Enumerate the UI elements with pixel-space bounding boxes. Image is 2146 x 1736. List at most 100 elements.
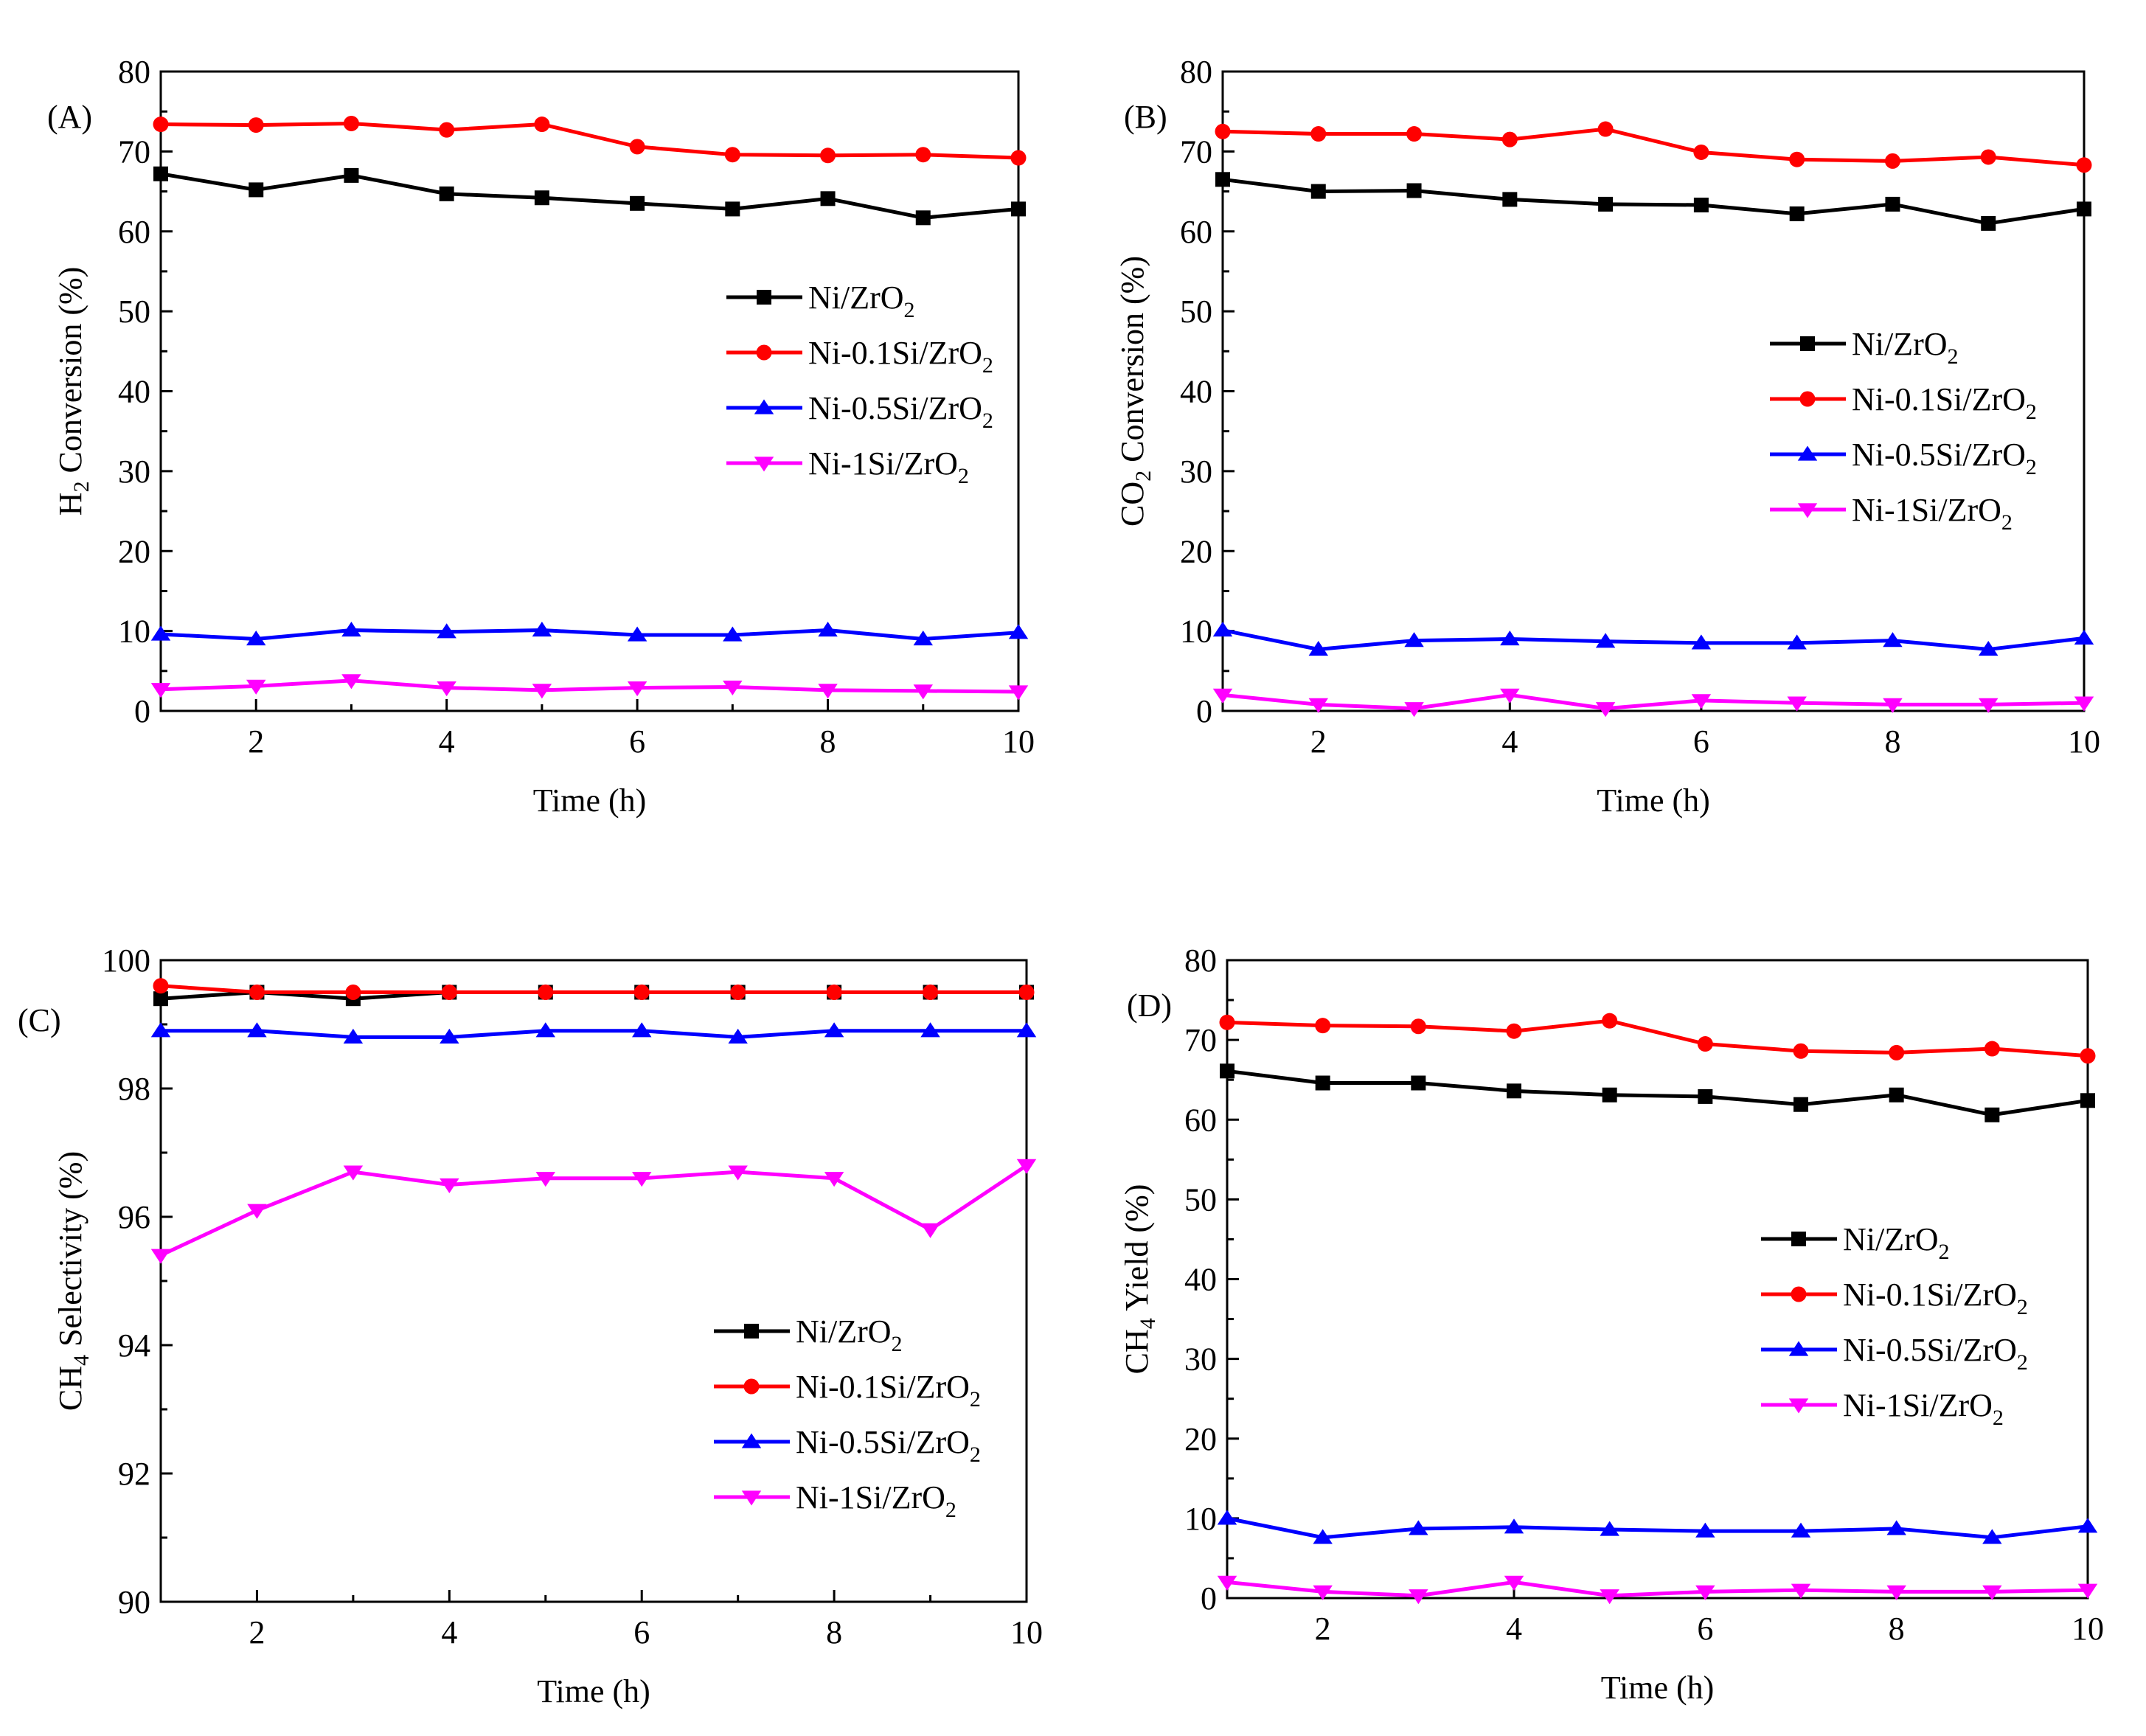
data-point (1698, 1089, 1713, 1104)
y-tick-label: 96 (118, 1199, 150, 1235)
data-point (1313, 1585, 1333, 1600)
panel-label: (A) (47, 99, 92, 135)
data-point (341, 622, 361, 637)
x-tick-label: 8 (1889, 1611, 1905, 1647)
legend-entry: Ni-0.5Si/ZrO2 (1852, 437, 2037, 479)
series-circle (1215, 121, 2092, 173)
legend-entry-main: Ni-1Si/ZrO (1852, 492, 2001, 528)
data-point (1220, 1063, 1235, 1079)
data-point (730, 985, 746, 1000)
legend-swatch-marker (1791, 1286, 1807, 1302)
series-line (1222, 628, 2085, 652)
data-point (1980, 149, 1996, 165)
legend-swatch-marker (1788, 1341, 1809, 1356)
legend-entry: Ni-0.1Si/ZrO2 (1843, 1277, 2028, 1319)
x-tick-label: 2 (249, 1614, 265, 1650)
legend-entry: Ni/ZrO2 (808, 280, 915, 322)
y-tick-label: 50 (1180, 294, 1212, 330)
legend-swatch-marker (754, 456, 774, 472)
data-point (1410, 1018, 1426, 1035)
legend-swatch-marker (741, 1433, 762, 1448)
y-axis-title-subscript: 2 (1131, 471, 1156, 482)
data-point (1598, 196, 1614, 212)
legend-entry: Ni-0.1Si/ZrO2 (1852, 381, 2037, 424)
data-point (627, 626, 647, 642)
x-tick-label: 6 (633, 1614, 650, 1650)
data-point (1885, 196, 1900, 212)
legend-entry-main: Ni/ZrO (1843, 1221, 1939, 1257)
legend-swatch-marker (754, 399, 774, 414)
data-point (2080, 1048, 2096, 1064)
data-point (627, 681, 647, 697)
legend-entry-main: Ni-0.1Si/ZrO (808, 335, 982, 371)
legend-entry-subscript: 2 (982, 353, 993, 378)
y-axis-title-rest: Conversion (%) (1114, 256, 1150, 471)
y-tick-label: 40 (1180, 374, 1212, 410)
series-square (153, 166, 1026, 226)
legend-swatch-marker (1791, 1232, 1806, 1246)
legend-entry-main: Ni-1Si/ZrO (796, 1479, 945, 1515)
legend-entry-main: Ni-0.1Si/ZrO (1852, 381, 2026, 417)
data-point (247, 1022, 267, 1038)
data-point (1404, 632, 1424, 647)
data-point (818, 684, 838, 699)
legend-entry: Ni-0.1Si/ZrO2 (808, 335, 993, 378)
legend-entry-main: Ni-0.1Si/ZrO (796, 1369, 970, 1405)
data-point (1982, 1585, 2002, 1600)
legend-swatch-marker (1797, 445, 1818, 461)
data-point (248, 117, 264, 133)
series-line (160, 678, 1019, 694)
data-point (1889, 1044, 1905, 1060)
legend-entry-subscript: 2 (892, 1332, 903, 1356)
data-point (824, 1022, 844, 1038)
data-point (344, 167, 359, 183)
series-line (159, 1164, 1028, 1257)
series-line (160, 121, 1019, 160)
data-point (1691, 634, 1712, 650)
y-axis-title: H2 Conversion (%) (52, 267, 94, 516)
data-point (1308, 698, 1329, 713)
legend-entry-main: Ni/ZrO (796, 1313, 892, 1350)
series-circle (153, 115, 1027, 166)
x-tick-label: 2 (1315, 1611, 1331, 1647)
data-point (725, 201, 740, 217)
data-point (1602, 1013, 1618, 1029)
data-point (246, 679, 266, 695)
data-point (439, 122, 455, 138)
y-tick-label: 40 (118, 374, 150, 410)
data-point (2077, 201, 2091, 217)
legend-swatch-marker (1800, 336, 1815, 351)
data-point (1315, 1018, 1331, 1034)
data-point (538, 985, 554, 1000)
legend-entry-main: Ni-0.5Si/ZrO (796, 1424, 970, 1460)
series-circle (153, 978, 1035, 1000)
data-point (532, 622, 552, 637)
data-point (1883, 632, 1903, 647)
legend-swatch-marker (757, 290, 771, 305)
data-point (1310, 184, 1326, 199)
y-axis-title-rest: Conversion (%) (52, 267, 88, 482)
legend-entry-main: Ni-0.5Si/ZrO (1843, 1332, 2017, 1368)
data-point (1016, 1022, 1037, 1038)
data-point (343, 1028, 364, 1044)
y-tick-label: 80 (1184, 942, 1217, 979)
legend-entry-main: Ni-1Si/ZrO (1843, 1387, 1993, 1423)
legend-swatch-marker (1797, 503, 1818, 518)
series-line (1222, 127, 2085, 167)
x-tick-label: 10 (2072, 1611, 2104, 1647)
data-point (1978, 641, 1999, 656)
y-tick-label: 60 (1184, 1102, 1217, 1138)
data-point (1406, 183, 1422, 198)
data-point (2074, 629, 2094, 645)
data-point (534, 190, 549, 206)
data-point (1789, 206, 1805, 221)
y-axis-title: CH4 Yield (%) (1119, 1184, 1160, 1375)
y-tick-label: 94 (118, 1327, 150, 1364)
legend-entry: Ni-0.5Si/ZrO2 (808, 390, 993, 433)
y-tick-label: 70 (1180, 133, 1212, 170)
data-point (440, 1178, 459, 1193)
series-triangle-down (150, 674, 1029, 701)
y-axis-title-main: CH (52, 1366, 88, 1411)
data-point (1787, 696, 1807, 712)
data-point (820, 147, 836, 164)
